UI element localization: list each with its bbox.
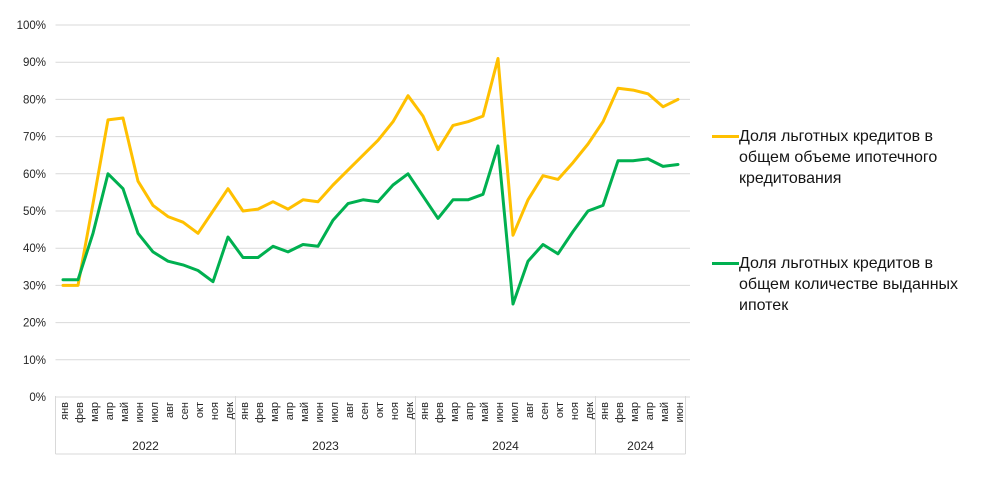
legend-item-count: Доля льготных кредитов в общем количеств… xyxy=(712,253,977,316)
legend-label-volume: Доля льготных кредитов в общем объеме ип… xyxy=(739,126,977,189)
x-axis-month-label: июн xyxy=(134,402,146,422)
x-axis-month-label: май xyxy=(119,402,131,422)
x-axis-month-label: апр xyxy=(104,402,116,420)
x-axis-month-label: окт xyxy=(194,402,206,418)
x-axis-month-label: сен xyxy=(359,402,371,420)
x-axis-month-label: мар xyxy=(449,402,461,422)
x-axis-year-label: 2023 xyxy=(312,439,339,453)
x-axis-month-label: фев xyxy=(614,402,626,423)
y-axis-tick-label: 100% xyxy=(17,20,46,32)
legend-label-line: ипотек xyxy=(739,297,789,314)
x-axis-month-label: апр xyxy=(464,402,476,420)
legend-item-volume: Доля льготных кредитов в общем объеме ип… xyxy=(712,126,977,189)
x-axis-month-label: авг xyxy=(164,402,176,418)
x-axis-year-label: 2022 xyxy=(132,439,159,453)
x-axis-month-label: дек xyxy=(404,402,416,420)
x-axis-month-label: июн xyxy=(494,402,506,422)
x-axis-month-label: сен xyxy=(179,402,191,420)
x-axis-month-label: май xyxy=(299,402,311,422)
x-axis-month-label: апр xyxy=(644,402,656,420)
legend-label-line: кредитования xyxy=(739,170,842,187)
legend-swatch-volume xyxy=(712,135,739,138)
x-axis-year-label: 2024 xyxy=(492,439,519,453)
y-axis-tick-label: 0% xyxy=(29,392,46,404)
x-axis-month-label: июл xyxy=(329,402,341,423)
x-axis-month-label: июл xyxy=(149,402,161,423)
legend-label-count: Доля льготных кредитов в общем количеств… xyxy=(739,253,977,316)
x-axis-month-label: мар xyxy=(89,402,101,422)
x-axis-month-label: ноя xyxy=(389,402,401,420)
y-axis-tick-label: 50% xyxy=(23,206,46,218)
x-axis-month-label: фев xyxy=(254,402,266,423)
x-axis-month-label: июл xyxy=(509,402,521,423)
series-line-count xyxy=(61,144,680,306)
y-axis-tick-label: 30% xyxy=(23,280,46,292)
x-axis-month-label: июн xyxy=(674,402,686,422)
legend-label-line: общем объеме ипотечного xyxy=(739,149,938,166)
x-axis-month-label: дек xyxy=(584,402,596,420)
x-axis-month-label: ноя xyxy=(209,402,221,420)
x-axis-month-label: мар xyxy=(629,402,641,422)
y-axis-tick-label: 70% xyxy=(23,132,46,144)
legend-label-line: Доля льготных кредитов в xyxy=(739,128,934,145)
x-axis-month-label: янв xyxy=(59,402,71,420)
x-axis-month-label: авг xyxy=(344,402,356,418)
x-axis-month-label: июн xyxy=(314,402,326,422)
x-axis-month-label: сен xyxy=(539,402,551,420)
y-axis-tick-label: 10% xyxy=(23,355,46,367)
legend-label-line: общем количестве выданных xyxy=(739,276,959,293)
x-axis-month-label: янв xyxy=(419,402,431,420)
y-axis-tick-label: 40% xyxy=(23,243,46,255)
x-axis-month-label: окт xyxy=(374,402,386,418)
y-axis-tick-label: 20% xyxy=(23,318,46,330)
x-axis-month-label: авг xyxy=(524,402,536,418)
series-line-volume xyxy=(61,57,680,287)
x-axis-month-label: окт xyxy=(554,402,566,418)
x-axis-month-label: май xyxy=(479,402,491,422)
y-axis-tick-label: 90% xyxy=(23,57,46,69)
x-axis-month-label: ноя xyxy=(569,402,581,420)
x-axis-month-label: дек xyxy=(224,402,236,420)
y-axis-tick-label: 60% xyxy=(23,169,46,181)
x-axis-month-label: янв xyxy=(239,402,251,420)
x-axis-month-label: фев xyxy=(434,402,446,423)
x-axis-month-label: янв xyxy=(599,402,611,420)
x-axis-month-label: май xyxy=(659,402,671,422)
x-axis-month-label: фев xyxy=(74,402,86,423)
x-axis-month-label: апр xyxy=(284,402,296,420)
legend-swatch-count xyxy=(712,262,739,265)
x-axis-year-label: 2024 xyxy=(627,439,654,453)
legend-label-line: Доля льготных кредитов в xyxy=(739,255,934,272)
y-axis-tick-label: 80% xyxy=(23,94,46,106)
x-axis-month-label: мар xyxy=(269,402,281,422)
